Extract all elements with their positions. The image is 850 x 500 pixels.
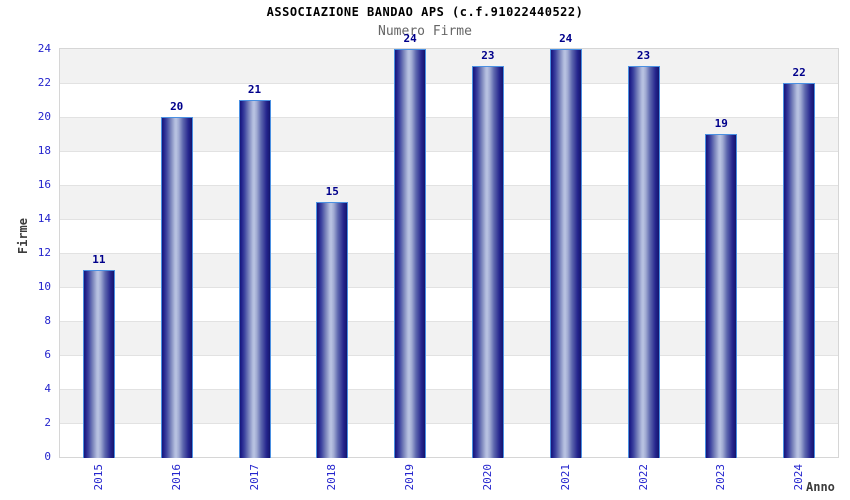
y-tick-label: 12: [37, 246, 51, 259]
x-tick-label: 2015: [91, 464, 105, 491]
gridline: [60, 389, 838, 390]
bar-value-label: 21: [247, 83, 262, 96]
y-tick-label: 22: [37, 76, 51, 89]
bar-value-label: 15: [325, 185, 339, 198]
y-tick-label: 24: [37, 42, 51, 55]
bar-2015: [82, 270, 115, 458]
bar-2021: [549, 49, 582, 458]
bar-value-label: 24: [559, 32, 573, 45]
x-tick-label: 2019: [403, 464, 417, 491]
bar-2018: [316, 202, 349, 458]
x-tick-label: 2016: [169, 464, 183, 491]
bar-2020: [471, 66, 504, 458]
y-tick-label: 16: [37, 178, 51, 191]
y-tick-label: 10: [37, 280, 51, 293]
bar-value-label: 22: [792, 66, 806, 79]
bar-2016: [160, 117, 193, 458]
bar-value-label: 11: [92, 253, 106, 266]
x-tick-label: 2024: [792, 464, 806, 491]
bar-2023: [705, 134, 738, 458]
bar-2024: [783, 83, 816, 458]
y-tick-label: 6: [44, 348, 51, 361]
x-axis-title: Anno: [806, 480, 835, 494]
gridline: [60, 321, 838, 322]
y-tick-label: 18: [37, 144, 51, 157]
bar-2022: [627, 66, 660, 458]
bar-2017: [238, 100, 271, 458]
x-tick-label: 2022: [636, 464, 650, 491]
gridline: [60, 185, 838, 186]
bar-value-label: 20: [170, 100, 184, 113]
x-tick-label: 2023: [714, 464, 728, 491]
plot-area: 0 2 4 6 8 10 12 14 16 18 20 22 24 11 2015 20 2016 21 2017 1…: [38, 32, 839, 491]
y-tick-label: 2: [44, 416, 51, 429]
y-tick-label: 8: [44, 314, 51, 327]
bar-value-label: 23: [481, 49, 495, 62]
gridline: [60, 151, 838, 152]
x-tick-label: 2017: [247, 464, 261, 491]
gridline: [60, 117, 838, 118]
gridline: [60, 355, 838, 356]
chart-title: ASSOCIAZIONE BANDAO APS (c.f.91022440522…: [266, 5, 584, 19]
y-tick-label: 20: [37, 110, 51, 123]
bar-value-label: 24: [403, 32, 417, 45]
x-tick-label: 2018: [325, 464, 339, 491]
gridline: [60, 219, 838, 220]
gridline: [60, 253, 838, 254]
gridline: [60, 83, 838, 84]
y-tick-label: 14: [37, 212, 51, 225]
y-axis-title: Firme: [16, 218, 30, 255]
gridline: [60, 423, 838, 424]
bar-value-label: 19: [714, 117, 728, 130]
x-tick-label: 2021: [558, 464, 572, 491]
x-tick-label: 2020: [480, 464, 494, 491]
bar-2019: [394, 49, 427, 458]
y-tick-label: 0: [44, 450, 51, 463]
bar-value-label: 23: [636, 49, 651, 62]
gridline: [60, 287, 838, 288]
chart-subtitle: Numero Firme: [378, 24, 472, 39]
y-tick-label: 4: [44, 382, 51, 395]
